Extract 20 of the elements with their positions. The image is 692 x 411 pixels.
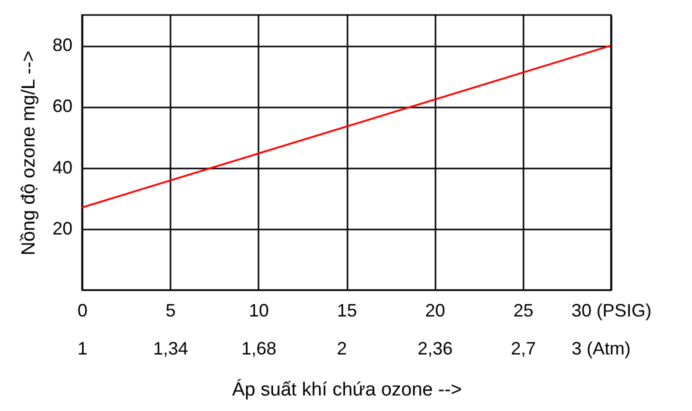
x-tick-label: 10 — [248, 300, 269, 320]
x2-tick-label: 1 — [77, 338, 88, 358]
x-tick-label: 5 — [166, 300, 176, 320]
x-tick-label: 0 — [77, 300, 88, 320]
x-tick-label: 25 — [513, 300, 534, 320]
y-tick-label: 20 — [52, 218, 72, 238]
x-axis-title: Áp suất khí chứa ozone --> — [232, 378, 462, 400]
x2-tick-label: 1,68 — [241, 338, 276, 358]
x2-tick-label: 2 — [336, 338, 347, 358]
x2-tick-label: 3 (Atm) — [572, 338, 631, 358]
y-tick-label: 40 — [52, 157, 72, 178]
y-tick-label: 60 — [52, 96, 72, 116]
x-tick-label: 30 (PSIG) — [571, 300, 652, 320]
y-tick-label: 80 — [52, 35, 72, 56]
x2-tick-label: 1,34 — [153, 338, 188, 358]
x2-tick-label: 2,36 — [418, 338, 453, 358]
y-axis-title: Nồng độ ozone mg/L --> — [18, 50, 40, 256]
x-tick-label: 20 — [425, 300, 446, 320]
x2-tick-label: 2,7 — [510, 338, 536, 358]
x-tick-label: 15 — [336, 300, 358, 320]
